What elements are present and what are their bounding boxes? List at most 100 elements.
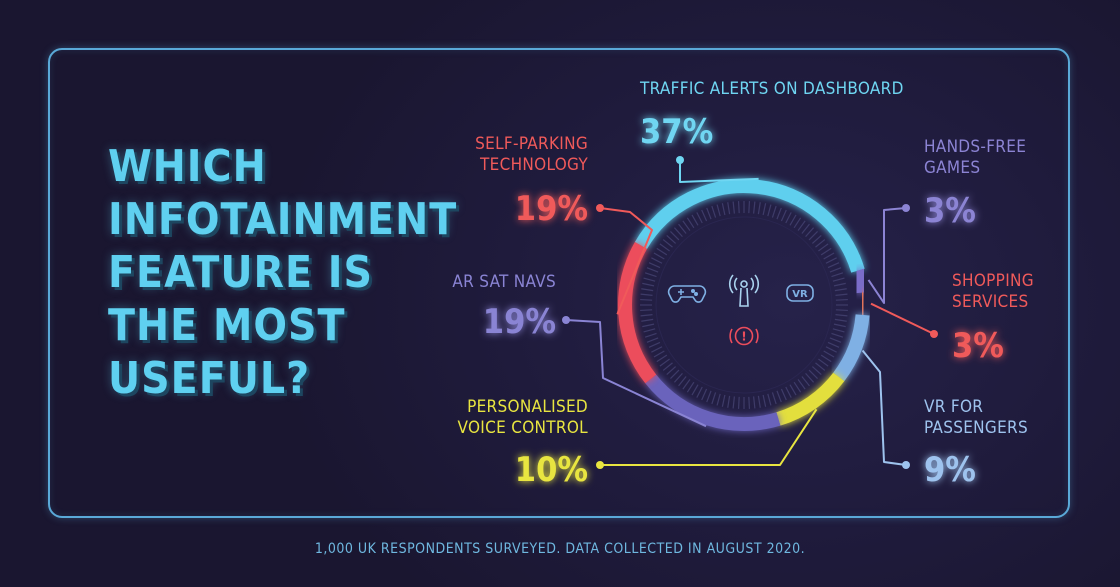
- tick-mark: [678, 376, 687, 387]
- voice-antenna-icon: [728, 274, 760, 307]
- tick-mark: [757, 202, 761, 215]
- value-label: 3%: [924, 191, 976, 231]
- tick-mark: [716, 393, 721, 406]
- connector-dot: [676, 156, 684, 164]
- tick-mark: [656, 247, 668, 256]
- category-label: GAMES: [924, 158, 980, 178]
- tick-mark: [835, 309, 848, 312]
- tick-mark: [834, 318, 847, 322]
- category-label: SERVICES: [952, 292, 1029, 312]
- tick-mark: [646, 267, 659, 273]
- tick-mark: [727, 395, 731, 408]
- tick-mark: [776, 207, 782, 220]
- tick-mark: [686, 217, 695, 229]
- tick-mark: [835, 293, 848, 296]
- tick-mark: [753, 396, 756, 409]
- tick-mark: [776, 390, 782, 403]
- tick-mark: [771, 392, 777, 405]
- tick-mark: [801, 223, 810, 234]
- tick-mark: [793, 381, 802, 393]
- value-label: 19%: [483, 302, 556, 342]
- connector-line: [599, 207, 653, 315]
- tick-mark: [811, 234, 822, 244]
- tick-mark: [785, 212, 792, 224]
- tick-mark: [641, 288, 654, 292]
- tick-mark: [644, 272, 657, 278]
- tick-mark: [659, 243, 670, 252]
- tick-mark: [670, 231, 680, 241]
- tick-mark: [762, 394, 767, 407]
- alert-icon-text: !: [741, 330, 746, 344]
- tick-mark: [831, 332, 844, 338]
- connector-line: [867, 207, 907, 304]
- tick-mark: [737, 396, 740, 409]
- tick-mark: [823, 252, 835, 260]
- tick-mark: [805, 227, 815, 238]
- tick-mark: [721, 203, 726, 216]
- inner-circle: [655, 216, 833, 394]
- tick-mark: [711, 392, 717, 405]
- connector-dot: [902, 461, 910, 469]
- connector-dot: [596, 461, 604, 469]
- title-line: USEFUL?: [108, 353, 311, 404]
- tick-mark: [640, 314, 653, 317]
- tick-mark: [648, 262, 661, 269]
- category-label: HANDS-FREE: [924, 137, 1026, 157]
- tick-mark: [835, 298, 848, 301]
- tick-mark: [706, 207, 712, 220]
- tick-mark: [820, 247, 832, 256]
- tick-mark: [644, 332, 657, 338]
- tick-mark: [686, 381, 695, 393]
- tick-mark: [827, 341, 840, 348]
- vr-headset-icon: VR: [786, 284, 814, 302]
- footnote: 1,000 UK RESPONDENTS SURVEYED. DATA COLL…: [314, 541, 806, 557]
- tick-mark: [716, 204, 721, 217]
- tick-mark: [820, 354, 832, 363]
- tick-mark: [767, 204, 772, 217]
- connector-line: [861, 349, 907, 466]
- category-label: TECHNOLOGY: [479, 155, 588, 175]
- connector-line: [600, 408, 818, 466]
- donut-segment: [776, 372, 845, 426]
- tick-mark: [797, 379, 806, 390]
- tick-mark: [757, 395, 761, 408]
- tick-mark: [651, 346, 663, 353]
- value-label: 19%: [515, 189, 588, 229]
- tick-mark: [833, 282, 846, 287]
- tick-mark: [780, 209, 787, 222]
- category-label: VR FOR: [924, 397, 983, 417]
- connector-line: [679, 160, 759, 183]
- tick-mark: [780, 388, 787, 401]
- category-label: AR SAT NAVS: [452, 272, 556, 292]
- tick-mark: [721, 394, 726, 407]
- tick-mark: [835, 314, 848, 317]
- tick-mark: [727, 202, 731, 215]
- tick-mark: [797, 220, 806, 231]
- tick-mark: [831, 272, 844, 278]
- tick-mark: [748, 396, 751, 409]
- tick-mark: [666, 366, 677, 376]
- title-line: THE MOST: [108, 300, 346, 351]
- donut-segment: [645, 374, 781, 431]
- value-label: 3%: [952, 326, 1004, 366]
- tick-mark: [753, 201, 756, 214]
- donut-segment: [634, 179, 865, 273]
- tick-mark: [691, 214, 699, 226]
- donut-segments: [618, 179, 870, 431]
- connector-dot: [930, 330, 938, 338]
- category-label: SELF-PARKING: [475, 134, 588, 154]
- tick-mark: [762, 203, 767, 216]
- vr-icon-text: VR: [792, 289, 808, 300]
- tick-mark: [653, 252, 665, 260]
- title-line: FEATURE IS: [108, 247, 373, 298]
- infographic-frame: [48, 48, 1070, 518]
- tick-mark: [832, 328, 845, 333]
- tick-mark: [662, 239, 673, 248]
- tick-mark: [789, 384, 797, 396]
- tick-mark: [818, 243, 829, 252]
- category-label: PERSONALISED: [467, 397, 588, 417]
- tick-mark: [646, 337, 659, 343]
- tick-mark: [656, 354, 668, 363]
